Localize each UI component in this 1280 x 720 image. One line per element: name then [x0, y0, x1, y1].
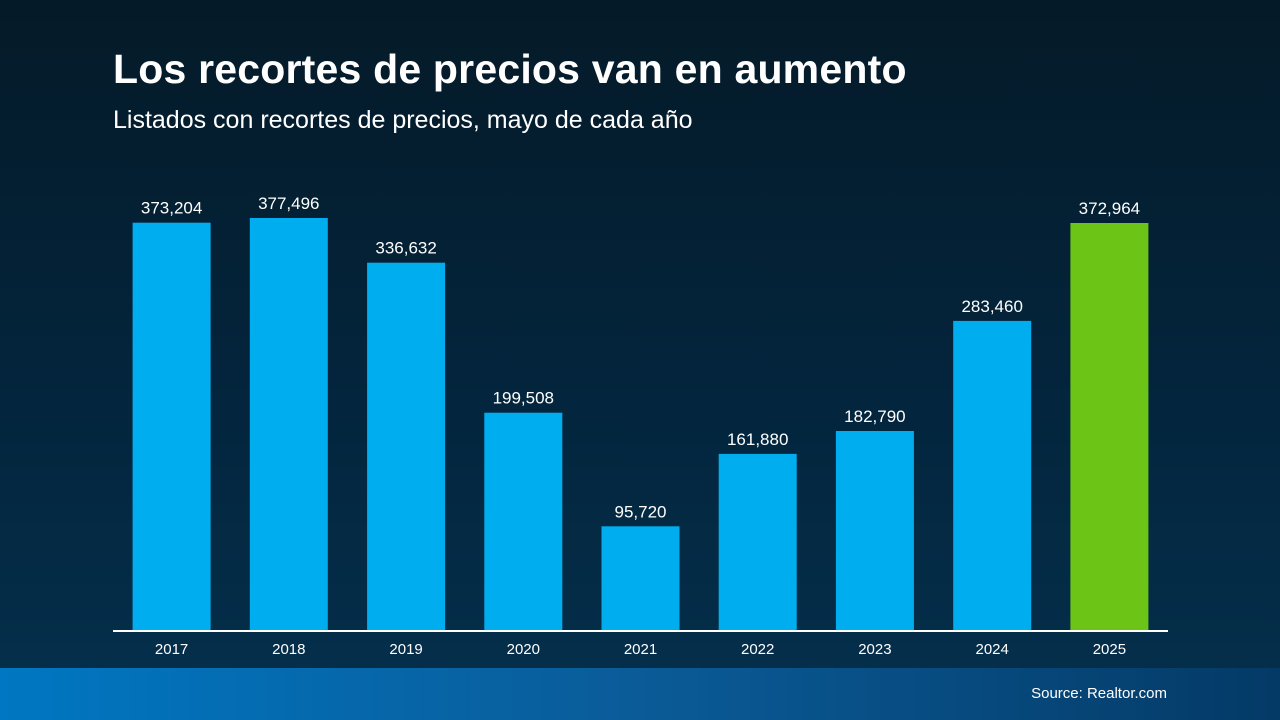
bar-2020 — [484, 412, 563, 631]
x-tick-label-2022: 2022 — [741, 641, 774, 658]
value-label-2025: 372,964 — [1079, 199, 1140, 218]
chart-title: Los recortes de precios van en aumento — [113, 46, 907, 92]
value-label-2017: 373,204 — [141, 199, 202, 218]
chart-subtitle: Listados con recortes de precios, mayo d… — [113, 106, 693, 134]
value-label-2018: 377,496 — [258, 194, 319, 213]
value-label-2024: 283,460 — [961, 297, 1022, 316]
x-tick-label-2019: 2019 — [389, 641, 422, 658]
bar-2022 — [718, 453, 797, 631]
footer-bar: Source: Realtor.com — [0, 668, 1280, 720]
source-note: Source: Realtor.com — [1031, 685, 1167, 702]
value-label-2019: 336,632 — [375, 239, 436, 258]
bar-2024 — [953, 320, 1032, 631]
x-tick-label-2024: 2024 — [976, 641, 1009, 658]
x-tick-label-2020: 2020 — [507, 641, 540, 658]
bar-2023 — [835, 431, 914, 631]
value-label-2021: 95,720 — [615, 502, 667, 521]
x-tick-label-2025: 2025 — [1093, 641, 1126, 658]
bar-2017 — [132, 222, 211, 631]
bar-2019 — [367, 262, 446, 631]
value-label-2023: 182,790 — [844, 407, 905, 426]
x-tick-label-2018: 2018 — [272, 641, 305, 658]
value-label-2020: 199,508 — [493, 389, 554, 408]
value-label-2022: 161,880 — [727, 430, 788, 449]
bar-2025 — [1070, 223, 1149, 631]
bar-2018 — [249, 218, 328, 631]
bar-2021 — [601, 526, 680, 631]
x-tick-label-2017: 2017 — [155, 641, 188, 658]
x-tick-label-2023: 2023 — [858, 641, 891, 658]
x-tick-label-2021: 2021 — [624, 641, 657, 658]
